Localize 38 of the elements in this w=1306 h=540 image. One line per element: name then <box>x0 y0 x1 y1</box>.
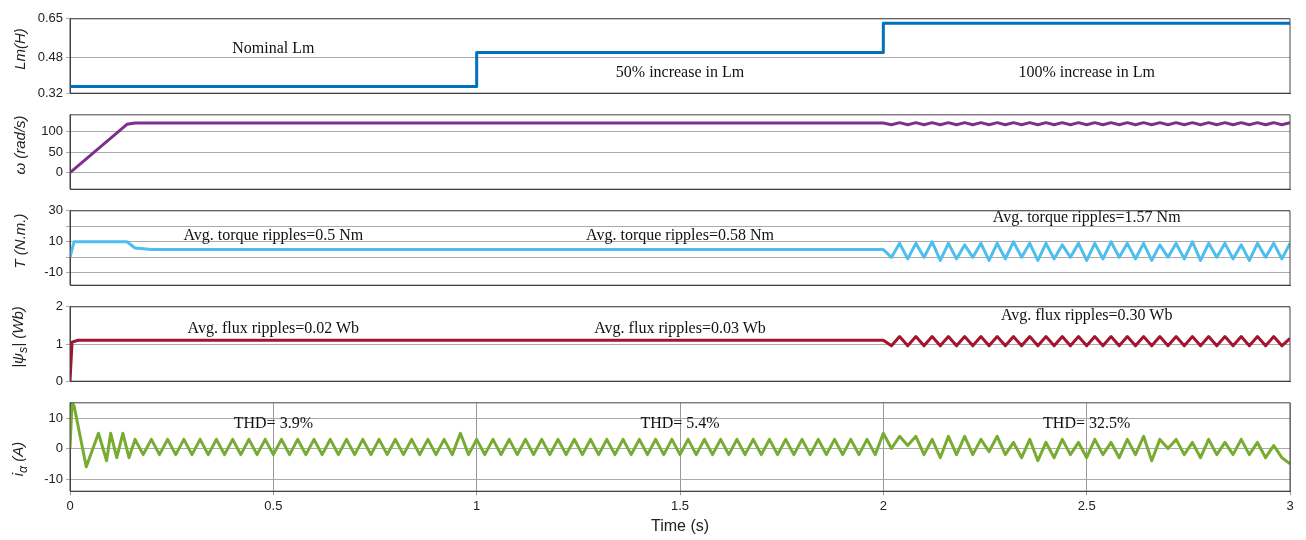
x-tick-label: 0.5 <box>264 497 283 513</box>
y-tick-label: 2 <box>55 298 63 314</box>
y-tick-label: 0 <box>55 164 63 180</box>
y-tick-label: 0 <box>55 372 63 388</box>
y-tick-label: -10 <box>44 264 63 280</box>
y-tick-label: 10 <box>48 233 63 249</box>
x-tick-label: 1.5 <box>670 497 690 513</box>
annotation: Nominal Lm <box>232 38 315 56</box>
annotation: THD= 3.9% <box>233 414 313 432</box>
x-tick-label: 2.5 <box>1077 497 1096 513</box>
annotation: Avg. flux ripples=0.03 Wb <box>594 318 766 337</box>
y-axis-title: ω (rad/s) <box>10 115 28 175</box>
y-tick-label: 0.32 <box>37 84 63 100</box>
annotation: Avg. torque ripples=1.57 Nm <box>992 208 1182 227</box>
x-tick-label: 3 <box>1286 497 1294 513</box>
annotation: THD= 5.4% <box>640 414 720 432</box>
y-tick-label: 1 <box>55 335 63 351</box>
annotation: Avg. torque ripples=0.58 Nm <box>586 225 775 244</box>
annotation: 50% increase in Lm <box>615 62 745 80</box>
annotation: 100% increase in Lm <box>1018 62 1156 80</box>
annotation: Avg. torque ripples=0.5 Nm <box>183 225 364 244</box>
x-tick-label: 0 <box>66 497 74 513</box>
y-tick-label: 0.65 <box>37 10 63 26</box>
y-axis-title: T (N.m.) <box>10 213 28 269</box>
annotation: Avg. flux ripples=0.02 Wb <box>187 318 360 337</box>
y-tick-label: 30 <box>48 202 63 218</box>
x-tick-label: 2 <box>879 497 887 513</box>
y-tick-label: 0.48 <box>37 48 63 64</box>
x-axis-title: Time (s) <box>650 516 710 534</box>
y-tick-label: 100 <box>41 122 63 138</box>
y-tick-label: 10 <box>48 409 63 425</box>
y-tick-label: 0 <box>55 440 63 456</box>
y-tick-label: 50 <box>48 143 63 159</box>
y-tick-label: -10 <box>44 470 63 486</box>
annotation: Avg. flux ripples=0.30 Wb <box>1000 305 1173 324</box>
x-tick-label: 1 <box>473 497 481 513</box>
annotation: THD= 32.5% <box>1043 414 1131 432</box>
y-axis-title: Lm(H) <box>10 28 28 70</box>
